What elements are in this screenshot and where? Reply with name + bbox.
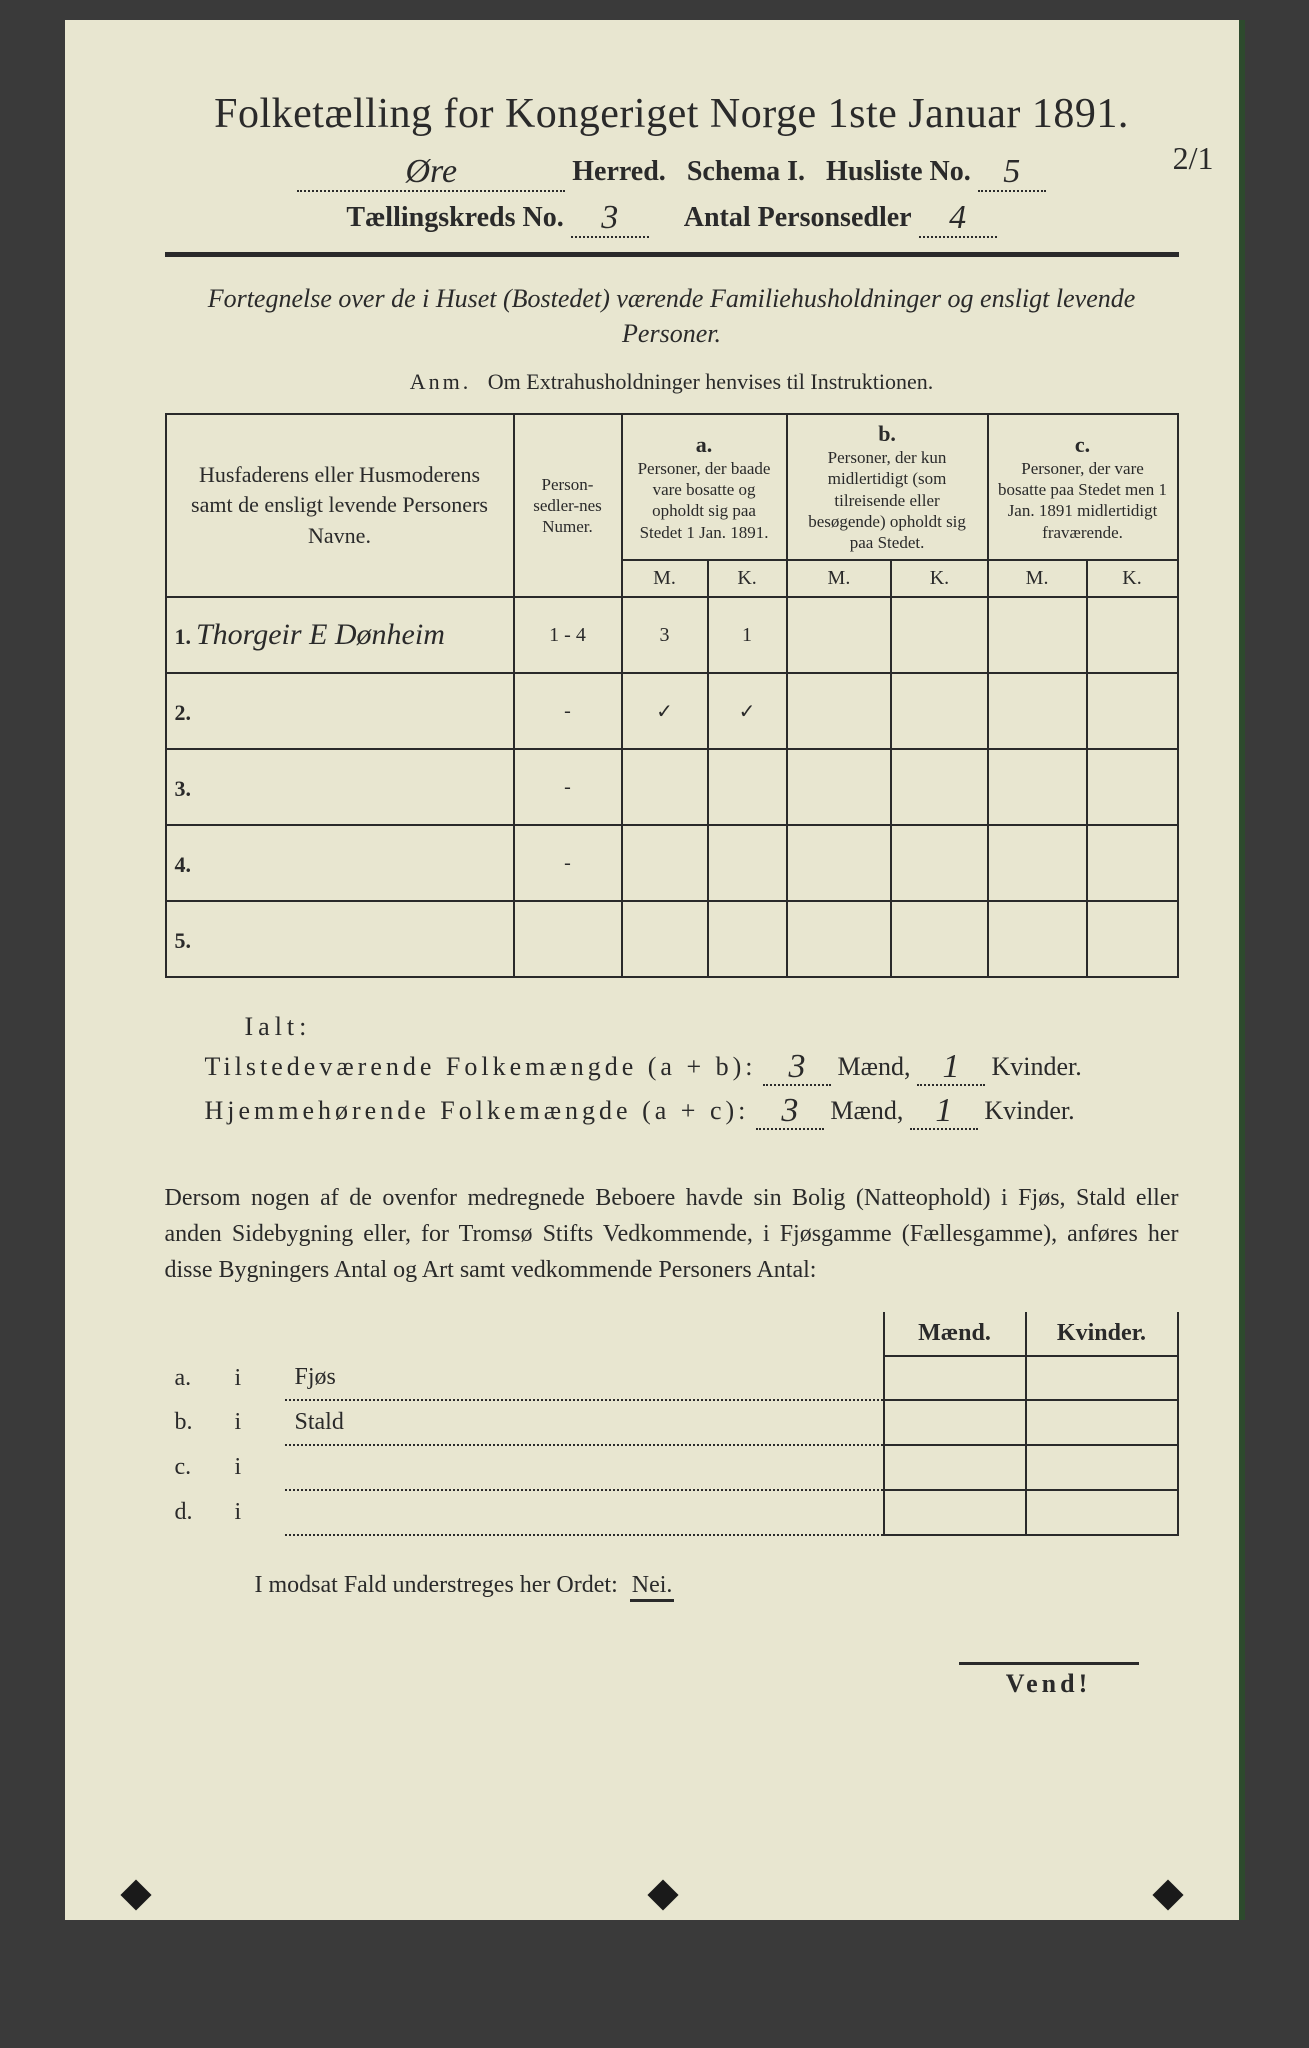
- kreds-label: Tællingskreds No.: [346, 202, 563, 233]
- vend-instruction: Vend!: [165, 1662, 1179, 1699]
- pin-left-icon: [120, 1879, 151, 1910]
- anm-text: Om Extrahusholdninger henvises til Instr…: [488, 369, 933, 394]
- page-title: Folketælling for Kongeriget Norge 1ste J…: [165, 90, 1179, 138]
- col-c-m: M.: [988, 560, 1087, 597]
- husliste-label: Husliste No.: [826, 156, 971, 187]
- col-b: b. Personer, der kun midlertidigt (som t…: [787, 414, 988, 560]
- anm-note: Anm. Om Extrahusholdninger henvises til …: [165, 369, 1179, 395]
- antal-label: Antal Personsedler: [684, 202, 912, 233]
- pin-right-icon: [1152, 1879, 1183, 1910]
- header-line-kreds: Tællingskreds No. 3 Antal Personsedler 4: [165, 202, 1179, 238]
- col-a-m: M.: [622, 560, 708, 597]
- col-b-m: M.: [787, 560, 892, 597]
- col-a: a. Personer, der baade vare bosatte og o…: [622, 414, 787, 560]
- census-table: Husfaderens eller Husmoderens samt de en…: [165, 413, 1179, 978]
- outbuilding-table: Mænd. Kvinder. a.iFjøs .b.iStald .c.i .d…: [165, 1312, 1179, 1536]
- totals-present: Tilstedeværende Folkemængde (a + b): 3 M…: [205, 1052, 1179, 1086]
- herred-value: Øre: [405, 153, 457, 190]
- outbuilding-row: a.iFjøs .: [165, 1356, 1178, 1400]
- table-row: 5.: [166, 901, 1178, 977]
- margin-annotation: 2/1: [1173, 140, 1214, 177]
- nei-line: I modsat Fald understreges her Ordet: Ne…: [255, 1572, 1179, 1602]
- census-form-page: 2/1 Folketælling for Kongeriget Norge 1s…: [65, 20, 1245, 1920]
- col-c-k: K.: [1087, 560, 1178, 597]
- table-row: 4. -: [166, 825, 1178, 901]
- col-c: c. Personer, der vare bosatte paa Stedet…: [988, 414, 1178, 560]
- nei-word: Nei.: [630, 1572, 675, 1602]
- outbuilding-row: b.iStald .: [165, 1400, 1178, 1445]
- ialt-label: Ialt:: [245, 1012, 1179, 1042]
- pin-mid-icon: [647, 1879, 678, 1910]
- col-a-k: K.: [708, 560, 787, 597]
- form-subtitle: Fortegnelse over de i Huset (Bostedet) v…: [165, 281, 1179, 351]
- outbuilding-row: d.i .: [165, 1490, 1178, 1535]
- col-b-k: K.: [891, 560, 987, 597]
- table-row: 2. -✓✓: [166, 673, 1178, 749]
- col-personsedler: Person-sedler-nes Numer.: [514, 414, 622, 597]
- schema-label: Schema I.: [687, 156, 805, 187]
- table-row: 1. Thorgeir E Dønheim1 - 431: [166, 597, 1178, 673]
- anm-label: Anm.: [410, 369, 472, 394]
- side-maend-head: Mænd.: [884, 1312, 1026, 1356]
- divider: [165, 252, 1179, 257]
- outbuilding-paragraph: Dersom nogen af de ovenfor medregnede Be…: [165, 1180, 1179, 1288]
- outbuilding-row: c.i .: [165, 1445, 1178, 1490]
- antal-value: 4: [949, 199, 966, 236]
- kreds-value: 3: [601, 199, 618, 236]
- header-line-herred: Øre Herred. Schema I. Husliste No. 5: [165, 156, 1179, 192]
- table-row: 3. -: [166, 749, 1178, 825]
- husliste-value: 5: [1003, 153, 1020, 190]
- col-names: Husfaderens eller Husmoderens samt de en…: [166, 414, 514, 597]
- totals-resident: Hjemmehørende Folkemængde (a + c): 3 Mæn…: [205, 1096, 1179, 1130]
- herred-label: Herred.: [572, 156, 666, 187]
- side-kvinder-head: Kvinder.: [1026, 1312, 1178, 1356]
